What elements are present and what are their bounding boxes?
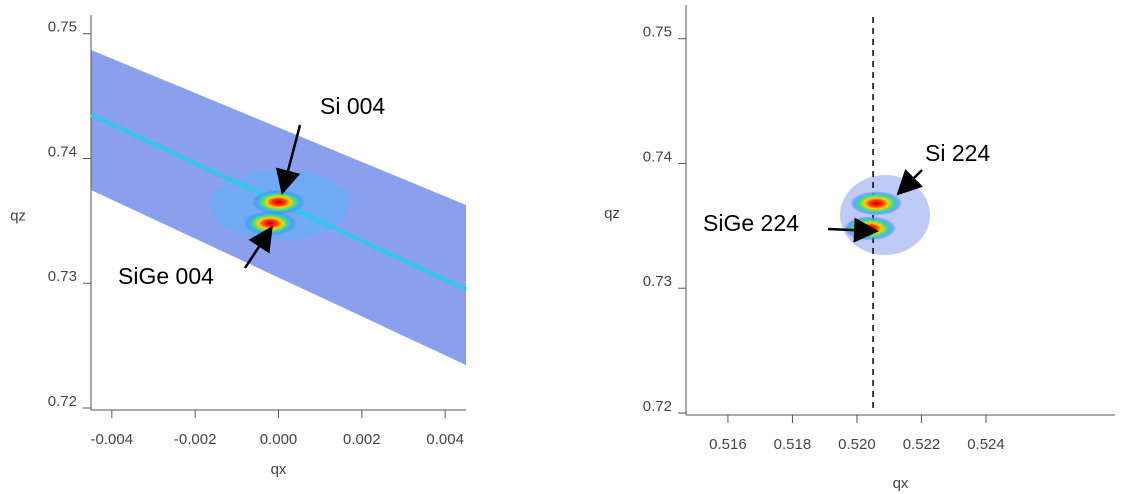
y-tick-label: 0.74 [48, 143, 77, 160]
annotation: Si 224 [925, 140, 990, 166]
y-tick-label: 0.75 [48, 19, 77, 36]
x-tick-label: 0.004 [426, 431, 464, 448]
y-tick-label: 0.72 [643, 398, 672, 415]
x-axis-label: qx [893, 475, 909, 492]
annotation-arrow [827, 217, 879, 243]
x-tick-label: -0.002 [174, 431, 217, 448]
y-tick-label: 0.74 [643, 148, 672, 165]
peak [850, 191, 903, 216]
annotation: SiGe 224 [703, 210, 799, 236]
x-tick-label: -0.004 [91, 431, 134, 448]
x-tick-label: 0.002 [343, 431, 381, 448]
annotation-arrow [243, 225, 273, 269]
x-tick-label: 0.516 [709, 436, 747, 453]
y-tick-label: 0.75 [643, 24, 672, 41]
x-tick-label: 0.520 [838, 436, 876, 453]
annotation-arrow [275, 124, 302, 195]
annotation: Si 004 [320, 93, 385, 119]
x-axis-label: qx [271, 461, 287, 478]
annotation: SiGe 004 [118, 263, 214, 289]
x-tick-label: 0.000 [260, 431, 298, 448]
annotation-arrow [896, 169, 923, 196]
peak [843, 216, 896, 241]
y-tick-label: 0.72 [48, 393, 77, 410]
x-tick-label: 0.522 [903, 436, 941, 453]
diffuse [840, 175, 930, 255]
y-tick-label: 0.73 [48, 268, 77, 285]
y-axis-label: qz [10, 207, 26, 224]
y-axis-label: qz [604, 205, 620, 222]
x-tick-label: 0.518 [774, 436, 812, 453]
x-tick-label: 0.524 [967, 436, 1005, 453]
peak [252, 190, 305, 215]
y-tick-label: 0.73 [643, 273, 672, 290]
